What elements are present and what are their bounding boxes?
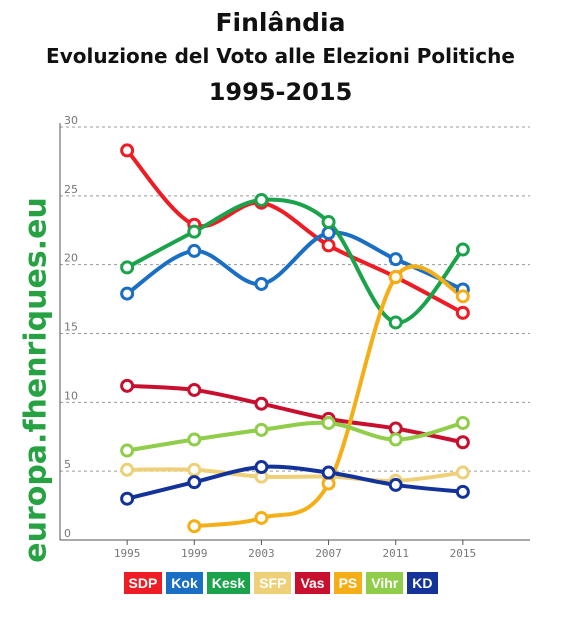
legend-item-kesk: Kesk xyxy=(206,572,251,594)
data-point-ps xyxy=(321,476,336,491)
data-point-kesk xyxy=(120,260,135,275)
data-point-kesk xyxy=(187,224,202,239)
data-point-kesk xyxy=(254,192,269,207)
data-point-kok xyxy=(321,226,336,241)
legend-item-kd: KD xyxy=(407,572,438,594)
data-point-sfp xyxy=(187,462,202,477)
data-point-vas xyxy=(187,382,202,397)
legend-item-sdp: SDP xyxy=(123,572,163,594)
legend-item-kok: Kok xyxy=(166,572,203,594)
data-point-vihr xyxy=(388,432,403,447)
data-point-sdp xyxy=(321,238,336,253)
series-line-sdp xyxy=(125,148,465,315)
series-line-ps xyxy=(192,264,465,529)
x-tick-label: 2011 xyxy=(382,547,409,560)
y-tick-label: 20 xyxy=(64,252,78,265)
data-point-vas xyxy=(254,396,269,411)
data-point-vihr xyxy=(455,415,470,430)
legend-item-vas: Vas xyxy=(295,572,330,594)
legend-item-vihr: Vihr xyxy=(366,572,404,594)
data-point-sfp xyxy=(120,462,135,477)
data-point-kesk xyxy=(321,214,336,229)
data-point-kok xyxy=(388,252,403,267)
legend: SDP Kok Kesk SFP Vas PS Vihr KD xyxy=(0,572,561,594)
data-point-sdp xyxy=(455,305,470,320)
x-tick-label: 2007 xyxy=(315,547,342,560)
data-point-ps xyxy=(455,289,470,304)
series-line-vas xyxy=(125,383,465,445)
data-point-sfp xyxy=(455,465,470,480)
y-tick-label: 5 xyxy=(64,458,71,471)
data-point-kok xyxy=(187,243,202,258)
data-point-ps xyxy=(388,270,403,285)
data-point-vas xyxy=(388,421,403,436)
data-point-kd xyxy=(388,477,403,492)
data-point-vihr xyxy=(120,443,135,458)
y-tick-label: 0 xyxy=(64,527,71,540)
y-tick-label: 15 xyxy=(64,321,78,334)
data-point-vihr xyxy=(187,432,202,447)
data-point-vihr xyxy=(254,422,269,437)
data-point-kd xyxy=(187,475,202,490)
chart-years: 1995-2015 xyxy=(208,78,353,106)
data-point-kd xyxy=(254,460,269,475)
y-tick-label: 25 xyxy=(64,183,78,196)
data-point-kesk xyxy=(455,242,470,257)
legend-item-ps: PS xyxy=(333,572,363,594)
data-point-vas xyxy=(455,435,470,450)
legend-item-sfp: SFP xyxy=(254,572,292,594)
data-point-kd xyxy=(321,465,336,480)
data-point-vihr xyxy=(321,415,336,430)
chart-subtitle: Evoluzione del Voto alle Elezioni Politi… xyxy=(46,44,515,68)
data-point-ps xyxy=(187,519,202,534)
x-tick-label: 1995 xyxy=(114,547,141,560)
data-point-kok xyxy=(254,276,269,291)
data-point-kok xyxy=(120,286,135,301)
data-point-kd xyxy=(120,491,135,506)
data-point-ps xyxy=(254,510,269,525)
y-tick-label: 30 xyxy=(64,114,78,127)
data-point-vas xyxy=(120,378,135,393)
series-line-vihr xyxy=(125,420,465,453)
data-point-sdp xyxy=(120,143,135,158)
x-tick-label: 2003 xyxy=(248,547,275,560)
data-point-kesk xyxy=(388,315,403,330)
x-tick-label: 1999 xyxy=(181,547,208,560)
y-tick-label: 10 xyxy=(64,389,78,402)
chart-title: Finlândia xyxy=(215,8,346,37)
data-point-kd xyxy=(455,484,470,499)
x-tick-label: 2015 xyxy=(450,547,477,560)
